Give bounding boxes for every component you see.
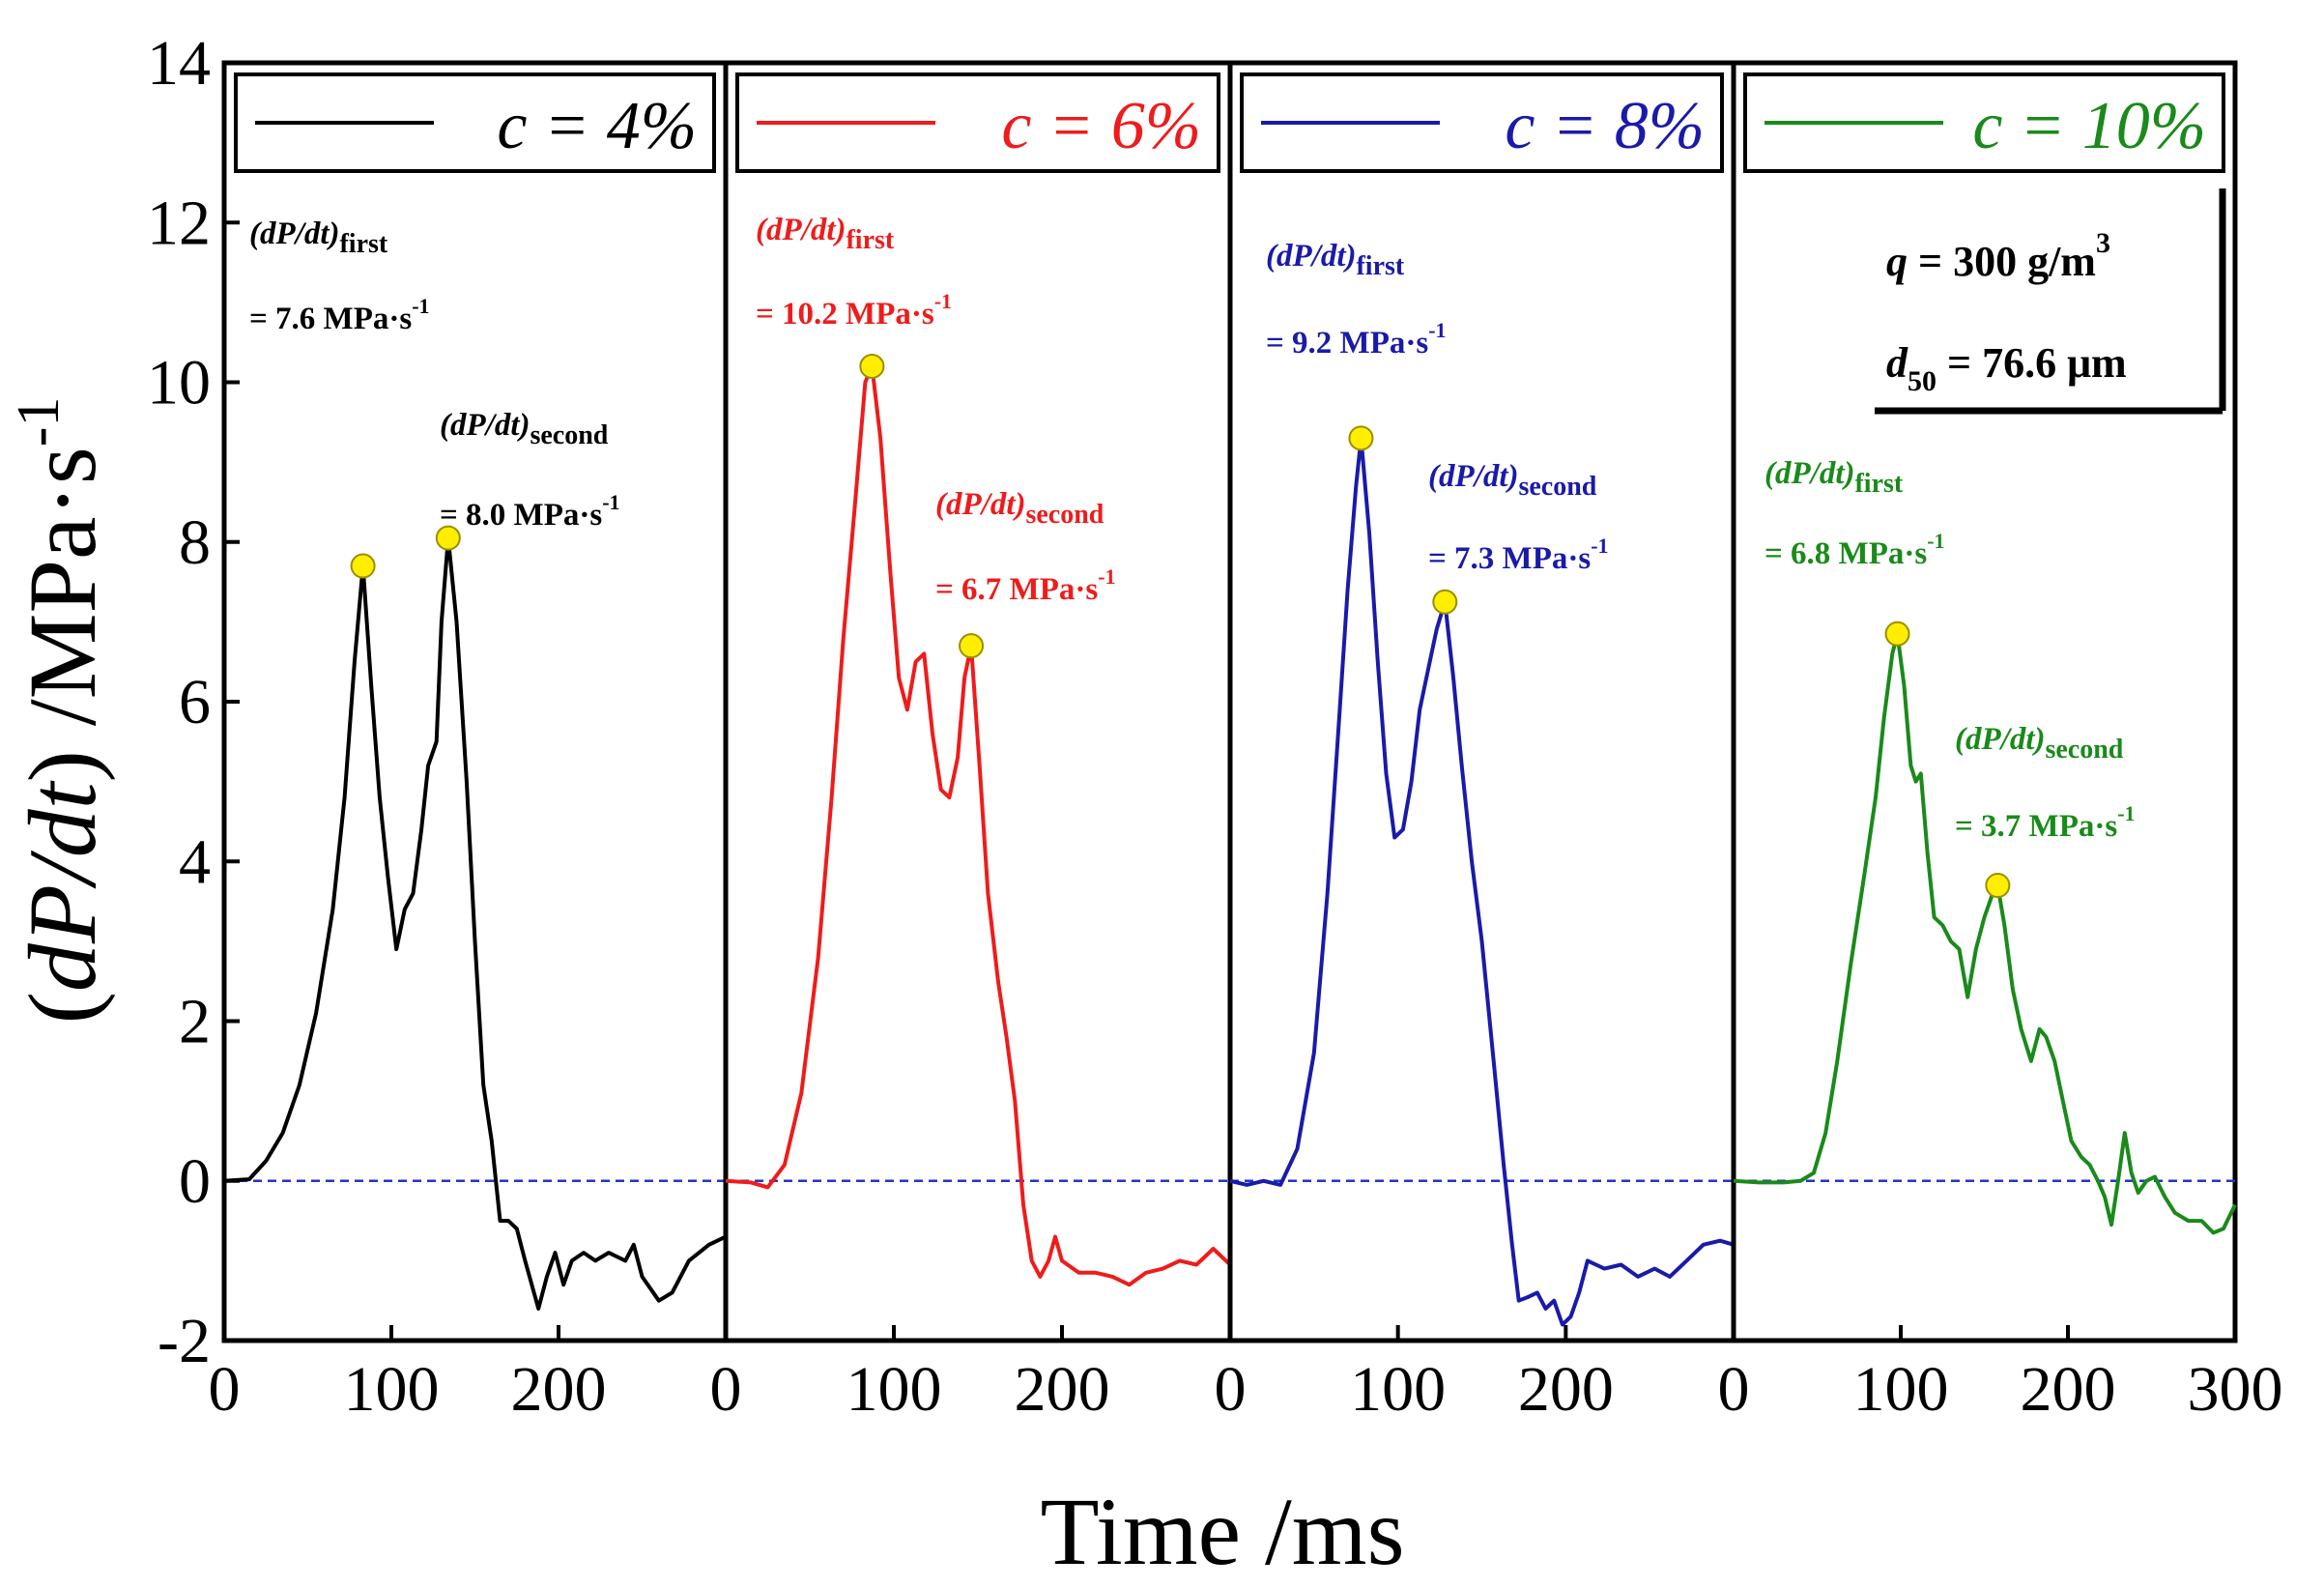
annotation-second-value: = 6.7 MPa·s-1 xyxy=(935,564,1116,607)
y-tick-label: 0 xyxy=(179,1146,211,1217)
annotation-second-label: (dP/dt)second xyxy=(440,408,609,450)
info-d50: d50 = 76.6 μm xyxy=(1886,339,2127,397)
series-line-6pct xyxy=(725,364,1232,1287)
annotation-first-label: (dP/dt)first xyxy=(1765,456,1904,499)
legend-label: c = 10% xyxy=(1972,89,2206,163)
panel-3: 0 100 200 c = 8% (dP/dt)first = 9.2 MPa·s-1 (d… xyxy=(1215,60,1736,1425)
x-tick-label: 0 xyxy=(209,1354,241,1425)
y-tick-label: 4 xyxy=(179,826,211,897)
annotation-second-label: (dP/dt)second xyxy=(935,487,1105,530)
y-tick-label: 10 xyxy=(147,348,211,419)
panel-frame xyxy=(221,60,729,1343)
peak-marker-second xyxy=(435,525,461,551)
annotation-first-value: = 9.2 MPa·s-1 xyxy=(1266,318,1447,361)
legend-label: c = 8% xyxy=(1505,89,1705,163)
annotation-first-label: (dP/dt)first xyxy=(249,217,388,259)
panel-4: 0 100 200 300 c = 10% (dP/dt)first = 6.8 MPa·s… xyxy=(1718,60,2283,1425)
info-box: q = 300 g/m3 d50 = 76.6 μm xyxy=(1875,188,2226,415)
x-axis-title: Time /ms xyxy=(1040,1478,1404,1585)
legend-label: c = 4% xyxy=(497,89,697,163)
y-tick-label: 14 xyxy=(147,28,211,99)
panel-frame xyxy=(723,60,1233,1343)
peak-marker-second xyxy=(1985,873,2011,899)
x-tick-label: 200 xyxy=(2021,1354,2116,1425)
x-tick-label: 0 xyxy=(1718,1354,1750,1425)
panel-frame xyxy=(1731,60,2238,1343)
annotation-second-label: (dP/dt)second xyxy=(1428,459,1597,502)
annotation-first-label: (dP/dt)first xyxy=(1266,239,1405,281)
peak-marker-first xyxy=(350,553,376,579)
x-tick-label: 100 xyxy=(344,1354,440,1425)
x-tick-label: 100 xyxy=(1853,1354,1949,1425)
annotation-second-value: = 8.0 MPa·s-1 xyxy=(440,490,620,533)
x-tick-label: 100 xyxy=(1350,1354,1446,1425)
series-line-10pct xyxy=(1733,631,2237,1235)
x-tick-label: 200 xyxy=(511,1354,607,1425)
annotation-second-label: (dP/dt)second xyxy=(1955,722,2124,765)
legend-label: c = 6% xyxy=(1001,89,1201,163)
y-tick-label: 8 xyxy=(179,507,211,578)
x-tick-label: 0 xyxy=(1215,1354,1247,1425)
info-q: q = 300 g/m3 xyxy=(1886,227,2110,285)
x-tick-label: 100 xyxy=(846,1354,942,1425)
x-tick-label: 200 xyxy=(1518,1354,1614,1425)
x-tick-label: 0 xyxy=(710,1354,742,1425)
annotation-first-value: = 7.6 MPa·s-1 xyxy=(249,294,430,336)
y-tick-label: 12 xyxy=(147,188,211,258)
annotation-first-value: = 10.2 MPa·s-1 xyxy=(756,289,952,332)
peak-marker-first xyxy=(859,353,885,379)
panel-1: 0 100 200 c = 4% (dP/dt)first = 7.6 MPa·s-1 (d… xyxy=(209,60,729,1425)
y-tick-label: -2 xyxy=(158,1306,211,1376)
peak-marker-first xyxy=(1884,621,1910,647)
x-tick-label: 200 xyxy=(1015,1354,1110,1425)
annotation-second-value: = 3.7 MPa·s-1 xyxy=(1955,801,2136,844)
series-line-8pct xyxy=(1229,436,1735,1327)
peak-marker-second xyxy=(1432,589,1458,615)
series-line-4pct xyxy=(223,535,727,1311)
peak-marker-second xyxy=(959,633,985,659)
y-axis-title: (dP/dt) /MPa·s-1 xyxy=(6,397,116,1025)
peak-marker-first xyxy=(1348,425,1374,451)
annotation-first-value: = 6.8 MPa·s-1 xyxy=(1765,529,1945,571)
y-tick-label: 6 xyxy=(179,667,211,737)
annotation-second-value: = 7.3 MPa·s-1 xyxy=(1428,534,1609,576)
annotation-first-label: (dP/dt)first xyxy=(756,213,895,255)
y-tick-label: 2 xyxy=(179,987,211,1057)
x-tick-label: 300 xyxy=(2188,1354,2283,1425)
panel-2: 0 100 200 c = 6% (dP/dt)first = 10.2 MPa·s-1 (… xyxy=(710,60,1233,1425)
